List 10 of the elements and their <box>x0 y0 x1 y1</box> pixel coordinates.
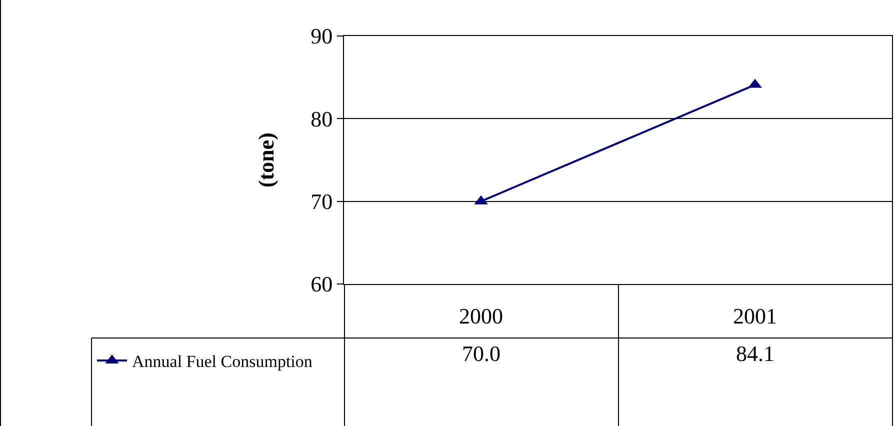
data-label: 84.1 <box>736 341 774 366</box>
y-axis-title: (tone) <box>253 132 278 188</box>
y-tick-label: 60 <box>310 272 333 297</box>
y-tick-label: 90 <box>310 24 333 49</box>
x-tick-label: 2000 <box>459 303 503 328</box>
data-label: 70.0 <box>462 341 500 366</box>
y-tick-label: 80 <box>310 106 333 132</box>
y-tick-label: 70 <box>310 189 333 214</box>
x-tick-label: 2001 <box>733 303 777 328</box>
legend-label: Annual Fuel Consumption <box>132 352 313 372</box>
